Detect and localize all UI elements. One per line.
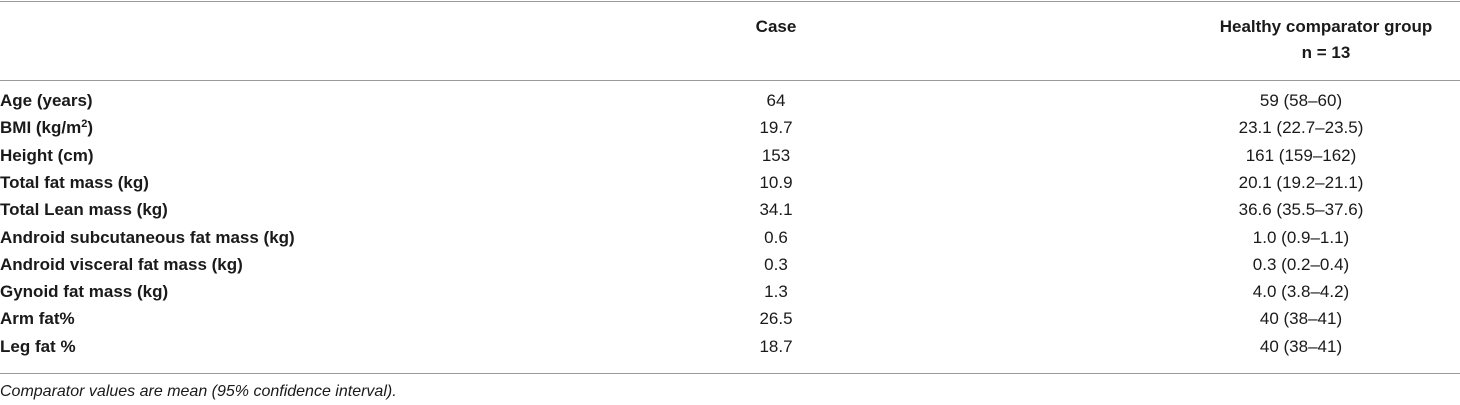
row-label: BMI (kg/m2) (0, 118, 93, 138)
label-part: ) (87, 118, 94, 138)
comparator-value: 40 (38–41) (1259, 309, 1343, 329)
header-comparator: Healthy comparator group (1219, 17, 1433, 36)
label-part: BMI (kg/m (0, 118, 82, 138)
bottom-rule (0, 373, 1460, 374)
comparator-value: 1.0 (0.9–1.1) (1252, 227, 1350, 247)
case-value: 64 (766, 91, 786, 110)
case-value: 26.5 (759, 309, 793, 329)
case-value: 10.9 (759, 172, 793, 192)
comparator-value: 59 (58–60) (1259, 91, 1343, 110)
comparator-value: 23.1 (22.7–23.5) (1238, 118, 1364, 138)
comparator-value: 4.0 (3.8–4.2) (1252, 282, 1350, 302)
row-label: Age (years) (0, 91, 93, 110)
case-value: 1.3 (764, 282, 788, 302)
case-value: 153 (761, 145, 791, 165)
header-comparator-n: n = 13 (1301, 43, 1351, 62)
row-label: Height (cm) (0, 145, 94, 165)
row-label: Total Lean mass (kg) (0, 200, 168, 220)
header-case: Case (755, 17, 797, 36)
comparator-value: 20.1 (19.2–21.1) (1238, 172, 1364, 192)
comparator-value: 161 (159–162) (1245, 145, 1357, 165)
case-value: 18.7 (759, 336, 793, 356)
row-label: Arm fat% (0, 309, 75, 329)
row-label: Gynoid fat mass (kg) (0, 282, 169, 302)
row-label: Leg fat % (0, 336, 76, 356)
top-rule (0, 1, 1460, 2)
row-label: Android subcutaneous fat mass (kg) (0, 227, 295, 247)
case-value: 34.1 (759, 200, 793, 220)
header-rule (0, 80, 1460, 81)
comparator-value: 0.3 (0.2–0.4) (1252, 254, 1350, 274)
label-part: 2 (81, 118, 88, 131)
comparator-value: 36.6 (35.5–37.6) (1238, 200, 1364, 220)
case-value: 0.3 (764, 254, 788, 274)
comparator-value: 40 (38–41) (1259, 336, 1343, 356)
case-value: 0.6 (764, 227, 788, 247)
case-value: 19.7 (759, 118, 793, 138)
row-label: Android visceral fat mass (kg) (0, 254, 243, 274)
row-label: Total fat mass (kg) (0, 172, 149, 192)
footnote: Comparator values are mean (95% confiden… (0, 383, 397, 400)
